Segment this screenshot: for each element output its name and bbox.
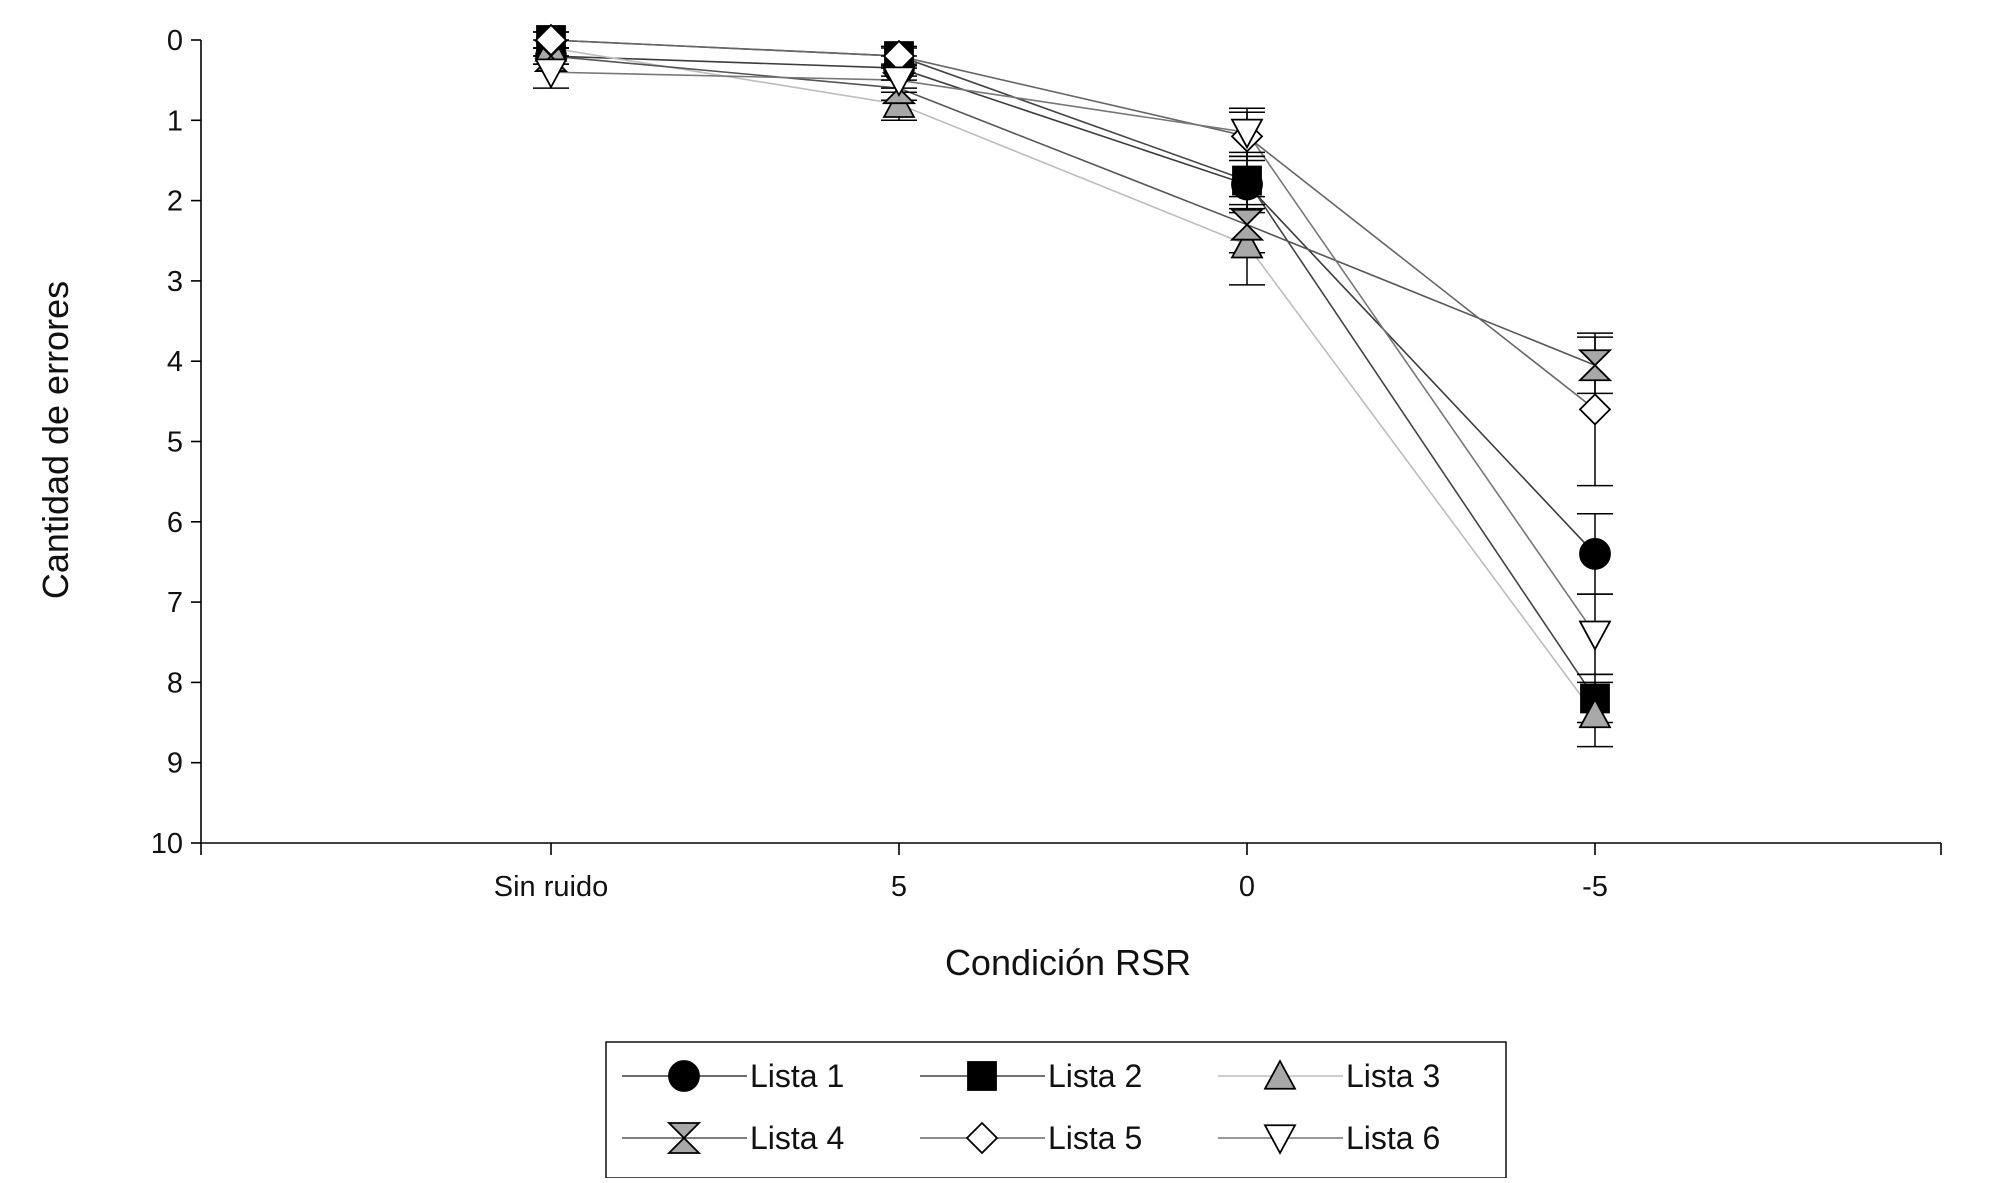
- y-axis-title: Cantidad de errores: [35, 281, 76, 599]
- legend-item: Lista 4: [622, 1120, 844, 1156]
- data-point-series-6: [534, 58, 568, 90]
- data-point-series-4: [1577, 349, 1613, 382]
- y-tick-label: 4: [167, 346, 183, 378]
- axes: 0 1 2 3 4 5 6 7 8 9 10 Sin ruido 5 0 -5: [151, 25, 1942, 903]
- x-tick-label: Sin ruido: [494, 871, 608, 903]
- legend-item: Lista 1: [622, 1058, 844, 1094]
- data-point-series-6: [1230, 118, 1264, 150]
- legend-marker: [668, 1060, 700, 1092]
- data-point-series-5: [534, 23, 568, 57]
- legend-marker: [666, 1122, 702, 1154]
- legend-marker: [967, 1061, 997, 1091]
- data-point-series-1: [1579, 538, 1611, 570]
- y-tick-label: 5: [167, 427, 183, 459]
- legend-item: Lista 5: [920, 1120, 1142, 1156]
- series-line-5: [550, 39, 1596, 411]
- y-tick-label: 3: [167, 266, 183, 298]
- y-tick-label: 2: [167, 186, 183, 218]
- data-point-series-6: [1578, 620, 1612, 652]
- series-line-6: [550, 71, 1596, 635]
- legend-item: Lista 2: [920, 1058, 1142, 1094]
- legend-label: Lista 6: [1346, 1120, 1440, 1156]
- legend: Lista 1 Lista 2 Lista 3 Lista 4 Lista 5 Lista…: [605, 1041, 1507, 1179]
- legend-item: Lista 6: [1218, 1120, 1440, 1156]
- x-tick-label: 5: [891, 871, 907, 903]
- legend-item: Lista 3: [1218, 1058, 1440, 1094]
- y-tick-label: 0: [167, 25, 183, 57]
- legend-label: Lista 1: [750, 1058, 844, 1094]
- series-markers: [533, 23, 1613, 729]
- series-lines: [550, 39, 1596, 715]
- series-line-2: [550, 39, 1596, 699]
- data-point-series-5: [1578, 393, 1612, 426]
- data-point-series-3: [1230, 227, 1264, 259]
- error-bars: [533, 31, 1613, 748]
- y-tick-label: 6: [167, 507, 183, 539]
- data-point-series-2: [1232, 165, 1262, 196]
- legend-label: Lista 4: [750, 1120, 844, 1156]
- legend-label: Lista 2: [1048, 1058, 1142, 1094]
- y-tick-label: 9: [167, 748, 183, 780]
- series-line-4: [550, 55, 1596, 366]
- y-tick-label: 1: [167, 105, 183, 137]
- legend-label: Lista 5: [1048, 1120, 1142, 1156]
- x-tick-label: 0: [1239, 871, 1255, 903]
- legend-marker: [1263, 1124, 1297, 1155]
- series-line-3: [550, 47, 1596, 715]
- series-line-1: [550, 55, 1596, 555]
- legend-marker: [1263, 1059, 1297, 1090]
- legend-marker: [965, 1121, 999, 1155]
- y-tick-label: 8: [167, 667, 183, 699]
- data-point-series-6: [882, 66, 916, 98]
- legend-label: Lista 3: [1346, 1058, 1440, 1094]
- y-tick-label: 7: [167, 587, 183, 619]
- data-point-series-3: [1578, 697, 1612, 729]
- x-tick-label: -5: [1582, 871, 1608, 903]
- data-point-series-4: [1229, 208, 1265, 241]
- x-axis-title: Condición RSR: [945, 942, 1191, 983]
- y-tick-label: 10: [151, 828, 183, 860]
